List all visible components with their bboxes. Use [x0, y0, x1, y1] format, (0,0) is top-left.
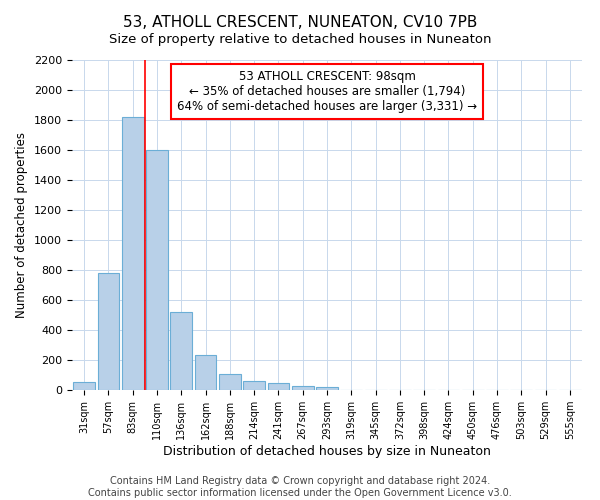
Bar [97, 273, 119, 390]
Y-axis label: Number of detached properties: Number of detached properties [16, 132, 28, 318]
Bar [122, 117, 143, 390]
Bar [170, 312, 192, 390]
Bar [73, 382, 95, 390]
Bar [268, 383, 289, 390]
Bar [146, 150, 168, 390]
X-axis label: Distribution of detached houses by size in Nuneaton: Distribution of detached houses by size … [163, 445, 491, 458]
Bar [194, 355, 217, 390]
Bar [316, 387, 338, 390]
Bar [219, 374, 241, 390]
Text: 53 ATHOLL CRESCENT: 98sqm
← 35% of detached houses are smaller (1,794)
64% of se: 53 ATHOLL CRESCENT: 98sqm ← 35% of detac… [177, 70, 477, 113]
Bar [243, 381, 265, 390]
Text: 53, ATHOLL CRESCENT, NUNEATON, CV10 7PB: 53, ATHOLL CRESCENT, NUNEATON, CV10 7PB [123, 15, 477, 30]
Text: Size of property relative to detached houses in Nuneaton: Size of property relative to detached ho… [109, 32, 491, 46]
Text: Contains HM Land Registry data © Crown copyright and database right 2024.
Contai: Contains HM Land Registry data © Crown c… [88, 476, 512, 498]
Bar [292, 386, 314, 390]
